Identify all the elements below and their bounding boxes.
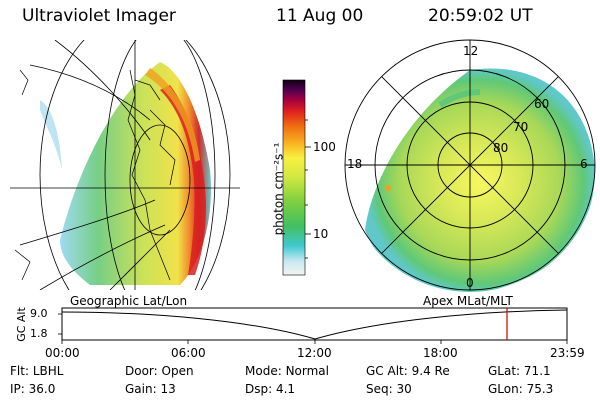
polar-plot — [344, 39, 596, 292]
colorbar-tick-10: 10 — [313, 227, 329, 241]
info-seq: Seq: 30 — [366, 382, 412, 396]
info-mode: Mode: Normal — [245, 364, 329, 378]
timeline-xtick-4: 23:59 — [550, 346, 585, 360]
timeline-xtick-0: 00:00 — [45, 346, 80, 360]
mlt-label-18: 18 — [347, 157, 363, 171]
info-gain: Gain: 13 — [125, 382, 176, 396]
timeline-ytick-low: 1.8 — [30, 327, 48, 340]
right-panel-caption: Apex MLat/MLT — [423, 294, 513, 308]
info-dsp: Dsp: 4.1 — [245, 382, 296, 396]
mlt-label-0: 0 — [466, 276, 474, 290]
mlat-label-60: 60 — [534, 97, 550, 111]
info-flt: Flt: LBHL — [10, 364, 64, 378]
timeline-ytick-high: 9.0 — [30, 307, 48, 320]
mlat-label-80: 80 — [493, 141, 509, 155]
timeline-xtick-2: 12:00 — [297, 346, 332, 360]
geographic-map — [10, 40, 240, 290]
colorbar-tick-100: 100 — [313, 140, 336, 154]
left-panel-caption: Geographic Lat/Lon — [70, 294, 188, 308]
auroral-image — [60, 62, 211, 285]
timeline-xtick-3: 18:00 — [423, 346, 458, 360]
polar-auroral-image — [365, 68, 595, 292]
instrument-title: Ultraviolet Imager — [22, 6, 176, 26]
colorbar — [282, 79, 306, 276]
info-gc-alt: GC Alt: 9.4 Re — [366, 364, 450, 378]
info-ip: IP: 36.0 — [10, 382, 56, 396]
time-label: 20:59:02 UT — [428, 6, 533, 26]
info-glon: GLon: 75.3 — [488, 382, 554, 396]
mlt-label-6: 6 — [580, 157, 588, 171]
auroral-oval-peak — [160, 85, 206, 275]
colorbar-unit-label: photon cm⁻²s⁻¹ — [271, 142, 286, 236]
mlt-label-12: 12 — [463, 44, 479, 58]
timeline-xtick-1: 06:00 — [171, 346, 206, 360]
date-label: 11 Aug 00 — [276, 6, 364, 26]
mlat-label-70: 70 — [513, 120, 529, 134]
info-glat: GLat: 71.1 — [488, 364, 551, 378]
timeline-ylabel: GC Alt — [14, 307, 28, 342]
info-door: Door: Open — [125, 364, 194, 378]
timeline-plot — [58, 307, 568, 344]
